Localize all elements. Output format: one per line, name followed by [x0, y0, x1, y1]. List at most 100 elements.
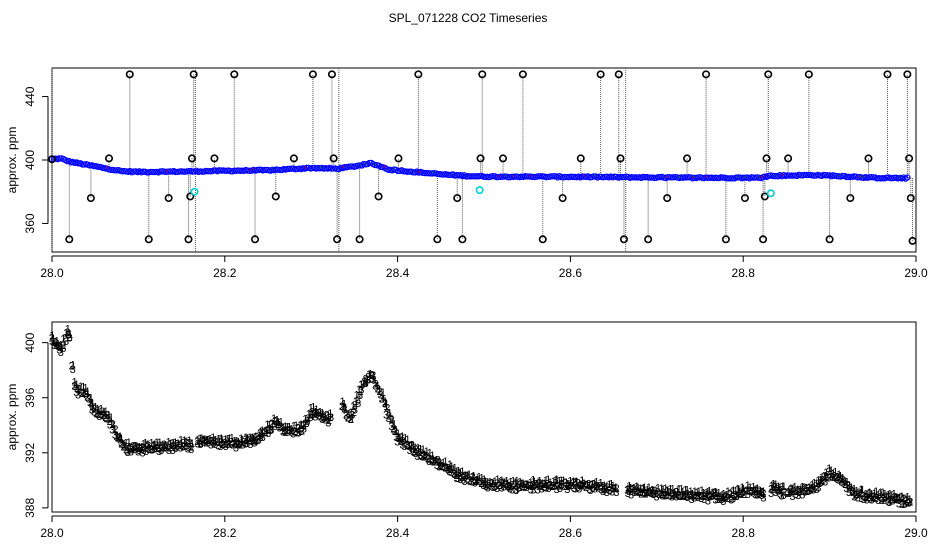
bottom-series-1-point: 1 [854, 485, 860, 497]
bottom-series-2-point: 2 [673, 486, 679, 498]
bottom-series-1-point: 1 [263, 425, 269, 437]
top-outlier-point [825, 235, 834, 244]
bottom-series-2-point: 2 [115, 433, 121, 445]
bottom-series-3-point: 3 [476, 476, 482, 488]
bottom-series-2-point: 2 [626, 483, 632, 495]
top-baseline-series [48, 155, 911, 182]
bottom-series-3-point: 3 [87, 398, 93, 410]
bottom-series-1-point: 1 [440, 457, 446, 469]
top-outlier-point [846, 194, 855, 203]
bottom-series-1-point: 1 [170, 437, 176, 449]
bottom-series-3-point: 3 [709, 491, 715, 503]
bottom-series-3-point: 3 [795, 490, 801, 502]
bottom-series-1-point: 1 [382, 396, 388, 408]
bottom-series-3-point: 3 [210, 438, 216, 450]
bottom-series-2-point: 2 [348, 414, 354, 426]
bottom-series-3-point: 3 [454, 473, 460, 485]
bottom-series-2-point: 2 [292, 426, 298, 438]
bottom-series-2-point: 2 [679, 491, 685, 503]
bottom-series-2-point: 2 [199, 435, 205, 447]
bottom-series-2-point: 2 [197, 438, 203, 450]
bottom-series-1-point: 1 [579, 475, 585, 487]
bottom-series-1-point: 1 [229, 432, 235, 444]
bottom-series-3-point: 3 [294, 427, 300, 439]
bottom-series-1-point: 1 [550, 476, 556, 488]
bottom-series-1-point: 1 [863, 489, 869, 501]
bottom-series-2-point: 2 [57, 342, 63, 354]
bottom-series-1-point: 1 [78, 381, 84, 393]
bottom-series-3-point: 3 [103, 413, 109, 425]
bottom-series-2-point: 2 [481, 477, 487, 489]
bottom-series-2-point: 2 [83, 388, 89, 400]
bottom-series-2-point: 2 [405, 440, 411, 452]
bottom-series-2-point: 2 [422, 451, 428, 463]
bottom-series-3-point: 3 [124, 446, 130, 458]
bottom-series-3-point: 3 [141, 445, 147, 457]
bottom-series-3-point: 3 [404, 439, 410, 451]
bottom-series-1-point: 1 [162, 440, 168, 452]
bottom-series-3-point: 3 [215, 440, 221, 452]
bottom-series-3-point: 3 [325, 418, 331, 430]
bottom-series-3-point: 3 [737, 489, 743, 501]
top-baseline-point [729, 175, 736, 182]
bottom-series-1-point: 1 [399, 431, 405, 443]
bottom-series-2-point: 2 [390, 423, 396, 435]
bottom-series-3-point: 3 [785, 487, 791, 499]
bottom-series-3-point: 3 [770, 484, 776, 496]
bottom-series-3-point: 3 [434, 460, 440, 472]
bottom-series-3-point: 3 [462, 476, 468, 488]
bottom-series-1-point: 1 [828, 465, 834, 477]
bottom-series-3-point: 3 [899, 499, 905, 511]
bottom-series-points: 1231231231231231231231231231231231231231… [49, 323, 914, 511]
bottom-series-2-point: 2 [202, 434, 208, 446]
bottom-series-2-point: 2 [343, 409, 349, 421]
bottom-series-2-point: 2 [509, 479, 515, 491]
bottom-series-2-point: 2 [817, 475, 823, 487]
bottom-series-3-point: 3 [885, 496, 891, 508]
top-outlier-point [125, 70, 134, 79]
bottom-series-2-point: 2 [829, 469, 835, 481]
bottom-series-3-point: 3 [666, 491, 672, 503]
bottom-series-3-point: 3 [775, 486, 781, 498]
bottom-series-3-point: 3 [501, 482, 507, 494]
bottom-series-1-point: 1 [795, 484, 801, 496]
bottom-series-2-point: 2 [797, 486, 803, 498]
bottom-series-1-point: 1 [528, 477, 534, 489]
bottom-series-3-point: 3 [355, 398, 361, 410]
bottom-series-3-point: 3 [265, 428, 271, 440]
bottom-series-1-point: 1 [706, 486, 712, 498]
bottom-series-1-point: 1 [462, 471, 468, 483]
bottom-x-tick-label: 28.6 [559, 526, 583, 540]
bottom-series-2-point: 2 [777, 486, 783, 498]
bottom-series-3-point: 3 [125, 447, 131, 459]
bottom-series-1-point: 1 [703, 490, 709, 502]
bottom-series-1-point: 1 [553, 475, 559, 487]
bottom-series-1-point: 1 [624, 484, 630, 496]
bottom-series-2-point: 2 [553, 477, 559, 489]
bottom-series-3-point: 3 [564, 484, 570, 496]
bottom-series-1-point: 1 [250, 433, 256, 445]
top-outlier-point [596, 70, 605, 79]
bottom-series-3-point: 3 [730, 493, 736, 505]
bottom-series-1-point: 1 [518, 478, 524, 490]
top-outlier-point [230, 70, 239, 79]
bottom-series-2-point: 2 [194, 436, 200, 448]
bottom-series-2-point: 2 [361, 377, 367, 389]
bottom-series-2-point: 2 [628, 484, 634, 496]
bottom-series-3-point: 3 [345, 413, 351, 425]
bottom-series-2-point: 2 [447, 464, 453, 476]
bottom-series-2-point: 2 [639, 484, 645, 496]
bottom-series-3-point: 3 [689, 494, 695, 506]
bottom-series-2-point: 2 [698, 491, 704, 503]
bottom-series-2-point: 2 [865, 492, 871, 504]
bottom-series-2-point: 2 [636, 486, 642, 498]
bottom-series-2-point: 2 [581, 478, 587, 490]
bottom-series-1-point: 1 [696, 486, 702, 498]
bottom-series-2-point: 2 [451, 468, 457, 480]
bottom-series-3-point: 3 [714, 494, 720, 506]
bottom-series-1-point: 1 [281, 422, 287, 434]
bottom-series-2-point: 2 [228, 436, 234, 448]
bottom-series-3-point: 3 [896, 498, 902, 510]
bottom-series-1-point: 1 [453, 466, 459, 478]
bottom-series-1-point: 1 [239, 435, 245, 447]
